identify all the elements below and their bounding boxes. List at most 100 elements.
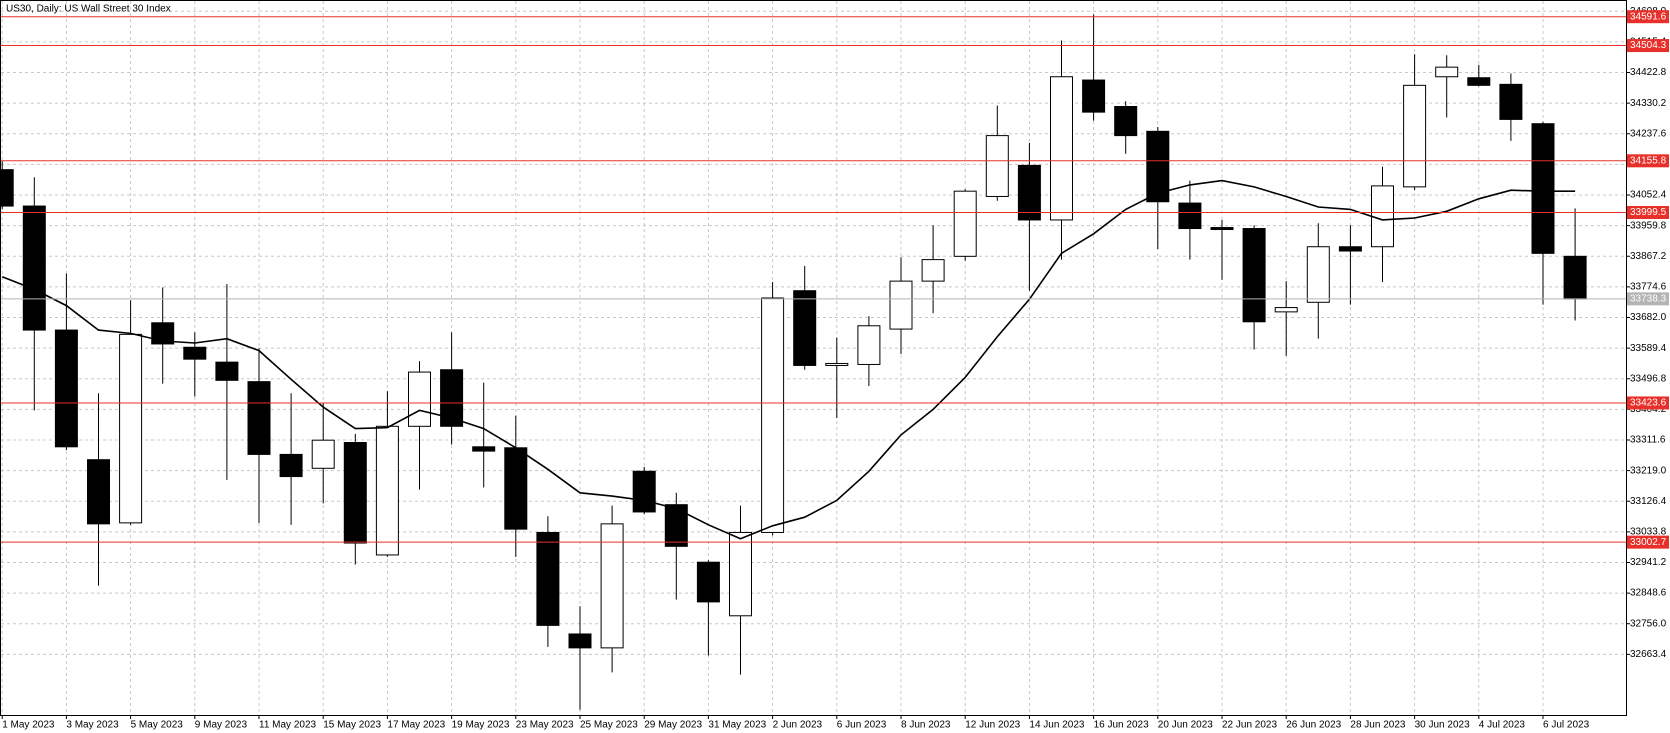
candle-body	[1306, 246, 1330, 303]
x-tick-label: 3 May 2023	[66, 720, 119, 731]
candle-body	[1371, 185, 1394, 248]
current-price-label: 33738.3	[1630, 294, 1667, 305]
candle-body	[119, 333, 143, 524]
y-tick-label: 33774.6	[1630, 282, 1667, 293]
y-tick-label: 33959.8	[1630, 220, 1667, 231]
candle-body	[472, 446, 496, 452]
candle-body	[215, 361, 239, 381]
candle-body	[311, 439, 335, 469]
candle-body	[408, 371, 431, 427]
candle-body	[279, 453, 303, 478]
y-tick-label: 33589.4	[1630, 343, 1667, 354]
level-label: 33999.5	[1630, 207, 1667, 218]
candle-body	[953, 190, 977, 257]
candle-body	[1435, 66, 1459, 78]
x-tick-label: 23 May 2023	[516, 720, 574, 731]
candle-body	[1563, 255, 1587, 300]
candle-body	[1242, 228, 1266, 323]
x-tick-label: 29 May 2023	[644, 720, 702, 731]
level-label-box	[1627, 535, 1669, 549]
y-tick-label: 33033.8	[1630, 526, 1667, 537]
x-tick-label: 25 May 2023	[580, 720, 638, 731]
y-tick-label: 33126.4	[1630, 496, 1667, 507]
candle-body	[1114, 106, 1138, 137]
x-tick-label: 22 Jun 2023	[1222, 720, 1277, 731]
candle-body	[1, 169, 14, 207]
candle-body	[729, 531, 752, 617]
candle-body	[761, 297, 785, 533]
candle-body	[1017, 164, 1041, 221]
x-tick-label: 31 May 2023	[708, 720, 766, 731]
level-label: 34504.3	[1630, 40, 1667, 51]
candle-body	[1403, 84, 1427, 188]
y-tick-label: 33867.2	[1630, 251, 1667, 262]
x-tick-label: 6 Jul 2023	[1543, 720, 1590, 731]
candle-body	[696, 561, 720, 603]
y-tick-label: 33311.6	[1630, 435, 1666, 446]
plot-area	[1, 14, 1626, 710]
y-tick-label: 32848.6	[1630, 588, 1667, 599]
candle-body	[1210, 227, 1234, 231]
x-tick-label: 20 Jun 2023	[1158, 720, 1213, 731]
x-tick-label: 11 May 2023	[259, 720, 317, 731]
x-tick-label: 5 May 2023	[131, 720, 184, 731]
y-tick-label: 33682.0	[1630, 312, 1667, 323]
x-tick-label: 12 Jun 2023	[965, 720, 1020, 731]
candle-body	[793, 290, 817, 366]
y-tick-label: 33219.0	[1630, 465, 1667, 476]
candle-body	[247, 381, 271, 455]
candle-body	[1499, 83, 1523, 120]
level-label-box	[1627, 10, 1669, 24]
x-tick-label: 16 Jun 2023	[1094, 720, 1149, 731]
plot-frame	[0, 0, 1627, 716]
candle-body	[921, 259, 945, 282]
candle-body	[22, 205, 46, 331]
candle-body	[985, 135, 1009, 197]
candle-body	[857, 325, 881, 365]
x-tick-label: 8 Jun 2023	[901, 720, 951, 731]
candle-body	[889, 280, 913, 330]
candle-body	[536, 531, 560, 626]
level-label: 34591.6	[1630, 11, 1667, 22]
candle-body	[375, 425, 399, 556]
x-tick-label: 17 May 2023	[387, 720, 445, 731]
y-tick-label: 34422.8	[1630, 67, 1667, 78]
x-tick-label: 19 May 2023	[452, 720, 510, 731]
candle-body	[87, 459, 110, 525]
y-tick-label: 32663.4	[1630, 649, 1667, 660]
x-tick-label: 15 May 2023	[323, 720, 381, 731]
y-tick-label: 34330.2	[1630, 98, 1667, 109]
x-tick-label: 26 Jun 2023	[1286, 720, 1341, 731]
level-label: 33423.6	[1630, 398, 1667, 409]
candle-body	[1531, 123, 1555, 254]
level-label: 33002.7	[1630, 537, 1667, 548]
level-label: 34155.8	[1630, 155, 1667, 166]
y-tick-label: 32941.2	[1630, 557, 1667, 568]
x-tick-label: 14 Jun 2023	[1029, 720, 1084, 731]
axes: 32663.4 32756.0 32848.6 32941.2 33033.8 33126…	[1, 6, 1669, 731]
candle-body	[1338, 246, 1362, 252]
candle-body	[825, 362, 849, 366]
current-price-box	[1627, 292, 1669, 306]
y-tick-label: 33496.8	[1630, 373, 1667, 384]
x-tick-label: 9 May 2023	[195, 720, 248, 731]
candle-body	[504, 447, 528, 530]
level-label-box	[1627, 396, 1669, 410]
level-label-box	[1627, 39, 1669, 53]
y-tick-label: 33404.2	[1630, 404, 1667, 415]
candle-body	[440, 369, 464, 427]
candle-body	[664, 504, 688, 547]
x-tick-label: 6 Jun 2023	[837, 720, 887, 731]
candle-body	[1274, 307, 1298, 313]
candle-body	[600, 523, 624, 649]
y-tick-label: 32756.0	[1630, 618, 1667, 629]
x-tick-label: 2 Jun 2023	[773, 720, 823, 731]
candle-body	[1467, 77, 1491, 86]
candle-body	[183, 346, 207, 360]
candle-body	[1178, 202, 1202, 230]
moving-average-line	[1, 179, 1576, 540]
x-tick-label: 1 May 2023	[2, 720, 55, 731]
y-tick-label: 34237.6	[1630, 128, 1667, 139]
x-tick-label: 30 Jun 2023	[1415, 720, 1470, 731]
